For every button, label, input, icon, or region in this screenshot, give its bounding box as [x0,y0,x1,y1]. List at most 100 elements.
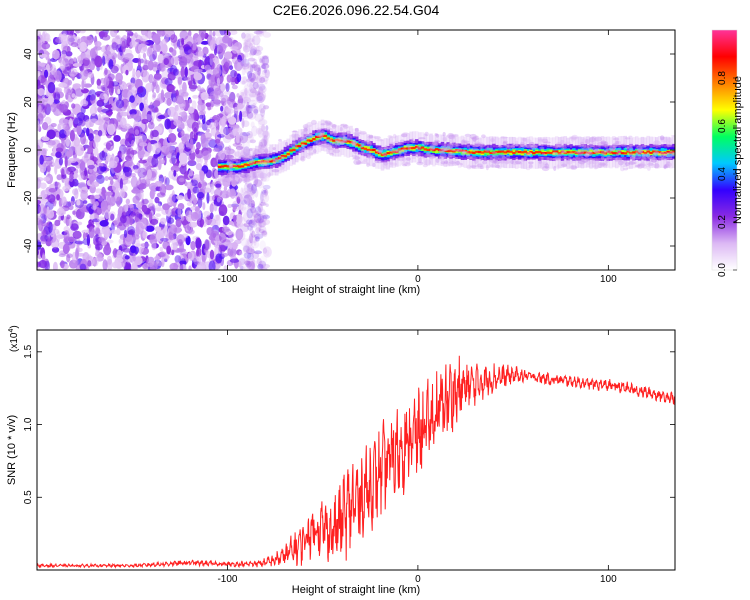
spectrogram-cell [306,139,310,142]
spectrogram-cell [431,153,435,158]
spectrogram-cell [213,87,222,96]
spectrogram-cell [119,84,123,91]
spectrogram-cell [495,164,501,169]
spectrogram-cell [223,186,228,191]
spectrogram-cell [71,103,76,109]
spectrogram-cell [246,173,254,178]
spectrogram-cell [166,245,172,255]
spectrogram-cell [588,151,592,154]
spectrogram-cell [326,144,335,151]
spectrogram-cell [38,219,44,232]
spectrogram-cell [264,69,270,79]
snr-frame [36,329,676,571]
spectrogram-cell [214,138,221,144]
spectrogram-cell [301,130,308,137]
spectrogram-cell [245,248,255,255]
spectrogram-cell [205,128,210,133]
spectrogram-cell [489,151,493,155]
spectrogram-cell [246,154,255,159]
spectrogram-cell [241,172,248,184]
spectrogram-cell [479,165,484,170]
spectrogram-cell [74,240,84,245]
spectrogram-cell [232,214,237,222]
spectrogram-cell [316,127,322,132]
spectrogram-cell [104,104,113,109]
spectrogram-cell [415,151,421,158]
spectrogram-cell [593,164,599,170]
spectrogram-cell [555,150,559,156]
spectrogram-cell [461,151,465,157]
spectrogram-cell [455,149,459,152]
spectrogram-cell [332,149,341,154]
spectrogram-cell [248,86,258,98]
spectrogram-cell [261,63,270,70]
spectrogram-cell [57,123,62,133]
spectrogram-cell [258,103,266,114]
spectrogram-cells [37,30,675,270]
spectrogram-cell [131,139,135,147]
spectrogram-cell [489,157,497,163]
spectrogram-cell [243,252,252,259]
spectrogram-cell [259,240,266,251]
spectrogram-cell [622,160,628,164]
spectrogram-cell [129,40,138,48]
spectrogram-cell [226,158,231,165]
spectrogram-cell [247,64,257,72]
spectrogram-cell [190,65,199,73]
spectrogram-cell [307,146,314,151]
spectrogram-cell [360,147,365,150]
spectrogram-cell [168,193,176,203]
spectrogram-cell [337,139,342,142]
spectrogram-cell [342,136,348,142]
spectrogram-cell [58,82,68,88]
spectrogram-cell [500,136,509,139]
spectrogram-cell [591,158,600,165]
spectrogram-cell [261,115,265,120]
spectrogram-cell [140,30,146,36]
spectrogram-cell [41,42,51,50]
spectrogram-cell [511,160,519,165]
spectrogram-cell [55,131,60,138]
spectrogram-cell [224,51,233,60]
spectrogram-cell [623,152,628,155]
spectrogram-cell [257,67,261,77]
spectrogram-cell [220,94,229,102]
spectrogram-cell [217,134,225,138]
spectrogram-cell [246,38,255,43]
spectrogram-cell [300,143,306,148]
spectrogram-cell [258,86,264,98]
spectrogram-cell [552,150,556,153]
spectrogram-cell [562,145,567,150]
spectrogram-cell [244,133,254,144]
spectrogram-cell [179,30,189,40]
spectrogram-cell [193,72,203,81]
spectrogram-cell [663,154,667,158]
spectrogram-cell [332,130,336,135]
spectrogram-cell [92,218,100,223]
spectrogram-cell [157,115,166,120]
spectrogram-cell [82,64,89,71]
spectrogram-cell [146,256,155,268]
spectrogram-cell [245,238,252,250]
spectrogram-cell [562,156,568,160]
spectrogram-cell [92,146,99,157]
spectrogram-cell [600,156,605,161]
spectrogram-cell [509,150,513,153]
spectrogram-cell [137,86,144,93]
spectrogram-cell [70,41,79,48]
spectrogram-cell [269,160,273,163]
spectrogram-cell [174,95,185,105]
spectrogram-cell [659,151,666,158]
spectrogram-cell [424,131,429,137]
spectrogram-y-tick-label: 0 [23,147,34,153]
spectrogram-cell [366,148,370,152]
spectrogram-cell [305,133,314,139]
spectrogram-cell [140,247,150,255]
spectrogram-cell [480,143,486,148]
spectrogram-cell [495,150,499,154]
spectrogram-cell [261,230,268,236]
spectrogram-cell [248,203,255,208]
spectrogram-cell [256,75,263,84]
spectrogram-cell [66,150,73,158]
spectrogram-cell [181,136,188,145]
